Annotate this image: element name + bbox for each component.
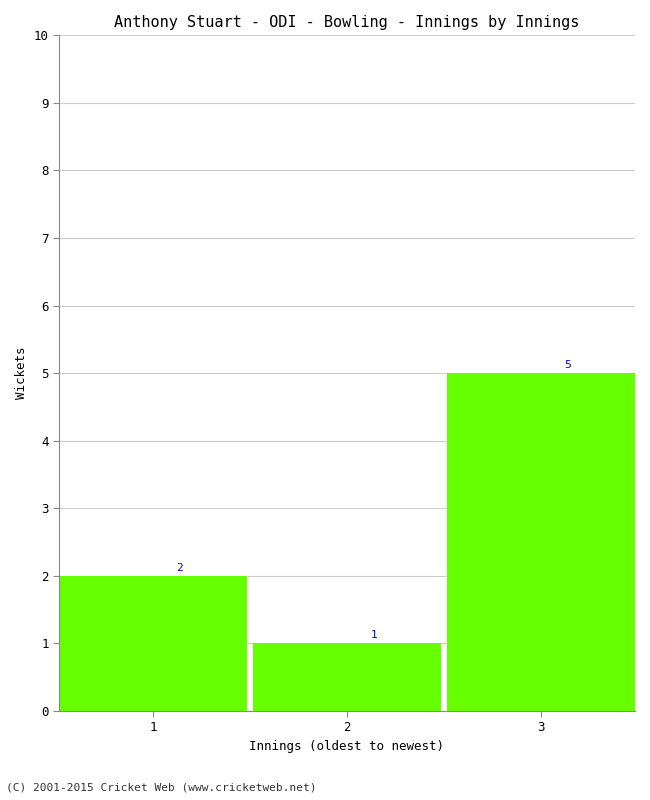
Text: 1: 1	[370, 630, 377, 640]
Text: 2: 2	[176, 562, 183, 573]
Bar	[447, 373, 635, 711]
Text: (C) 2001-2015 Cricket Web (www.cricketweb.net): (C) 2001-2015 Cricket Web (www.cricketwe…	[6, 782, 317, 792]
Title: Anthony Stuart - ODI - Bowling - Innings by Innings: Anthony Stuart - ODI - Bowling - Innings…	[114, 15, 580, 30]
Bar	[59, 576, 247, 711]
Y-axis label: Wickets: Wickets	[15, 347, 28, 399]
Bar	[253, 643, 441, 711]
X-axis label: Innings (oldest to newest): Innings (oldest to newest)	[250, 740, 445, 753]
Text: 5: 5	[564, 360, 571, 370]
